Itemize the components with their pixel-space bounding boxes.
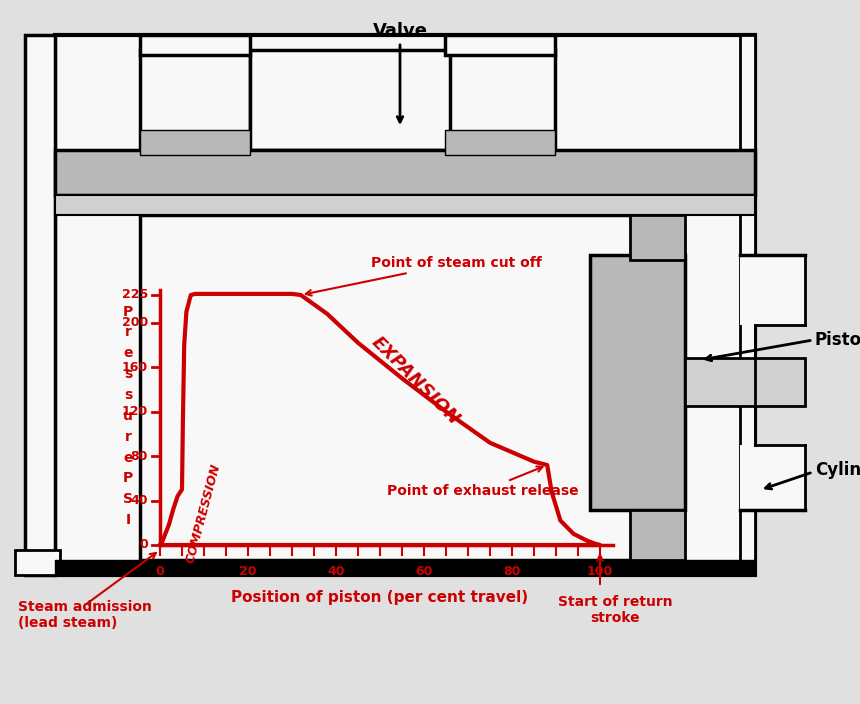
Text: Steam admission
(lead steam): Steam admission (lead steam) (18, 600, 152, 630)
Text: 160: 160 (122, 360, 148, 374)
Bar (250, 50, 450, 150)
Text: 100: 100 (587, 565, 613, 578)
Text: 40: 40 (328, 565, 345, 578)
Bar (740, 255, 805, 325)
Text: 20: 20 (239, 565, 257, 578)
Text: S: S (123, 492, 133, 506)
Bar (590, 255, 685, 510)
Text: Piston: Piston (815, 331, 860, 349)
Text: Valve: Valve (372, 22, 427, 40)
Bar (140, 215, 640, 560)
Text: 40: 40 (131, 494, 148, 507)
Bar (25, 35, 55, 575)
Text: Point of steam cut off: Point of steam cut off (306, 256, 542, 296)
Bar (55, 560, 755, 575)
Text: r: r (125, 429, 132, 444)
Text: Position of piston (per cent travel): Position of piston (per cent travel) (231, 590, 529, 605)
Text: 0: 0 (139, 539, 148, 551)
Bar (630, 215, 685, 260)
Bar (140, 50, 250, 160)
Text: 120: 120 (122, 406, 148, 418)
Text: 80: 80 (131, 450, 148, 463)
Bar (740, 35, 755, 575)
Bar (15, 550, 60, 575)
Text: r: r (125, 325, 132, 339)
Text: 80: 80 (503, 565, 520, 578)
Bar (445, 50, 555, 160)
Bar (740, 445, 805, 510)
Text: P: P (123, 472, 133, 485)
Bar (445, 35, 555, 55)
Bar (685, 358, 805, 406)
Text: s: s (124, 388, 132, 402)
Bar (445, 130, 555, 155)
Text: COMPRESSION: COMPRESSION (184, 463, 224, 565)
Text: e: e (123, 346, 132, 360)
Text: P: P (123, 305, 133, 319)
Text: u: u (123, 409, 133, 423)
Text: 225: 225 (122, 289, 148, 301)
Text: Start of return
stroke: Start of return stroke (557, 595, 673, 625)
Text: s: s (124, 367, 132, 381)
Text: 60: 60 (415, 565, 433, 578)
Bar (140, 35, 250, 55)
Text: Point of exhaust release: Point of exhaust release (387, 467, 579, 498)
Text: Cylinder: Cylinder (815, 461, 860, 479)
Text: I: I (126, 513, 131, 527)
Text: EXPANSION: EXPANSION (367, 333, 463, 428)
Bar (55, 150, 755, 195)
Bar (55, 195, 755, 215)
Bar (140, 130, 250, 155)
Bar (55, 35, 755, 575)
Text: e: e (123, 451, 132, 465)
Text: 200: 200 (122, 316, 148, 329)
Bar (630, 510, 685, 560)
Text: 0: 0 (156, 565, 164, 578)
